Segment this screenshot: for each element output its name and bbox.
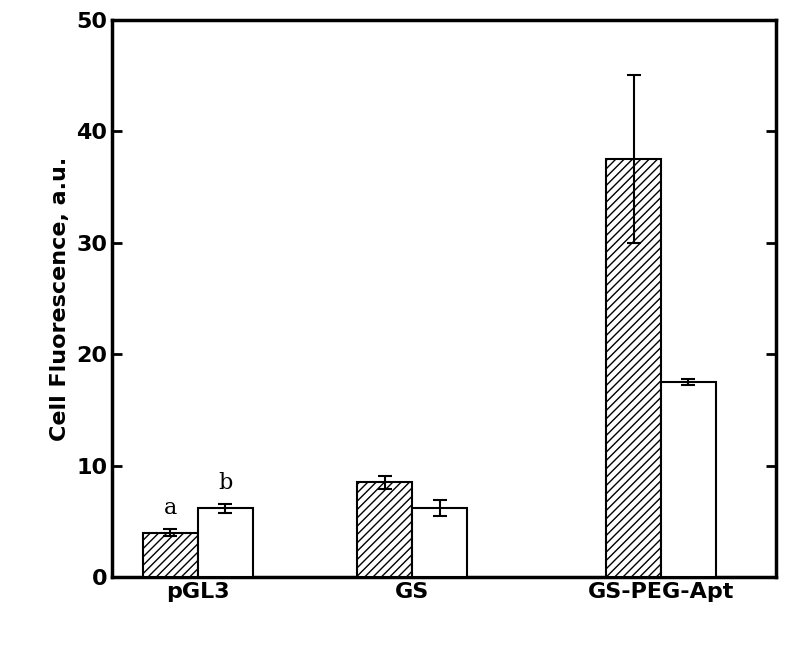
Bar (412, 508, 467, 577)
Bar (661, 382, 716, 577)
Bar (606, 159, 661, 577)
Text: a: a (164, 497, 177, 520)
Text: b: b (218, 472, 233, 493)
Bar (358, 483, 412, 577)
Y-axis label: Cell Fluorescence, a.u.: Cell Fluorescence, a.u. (50, 156, 70, 441)
Bar (198, 508, 253, 577)
Bar (143, 533, 198, 577)
